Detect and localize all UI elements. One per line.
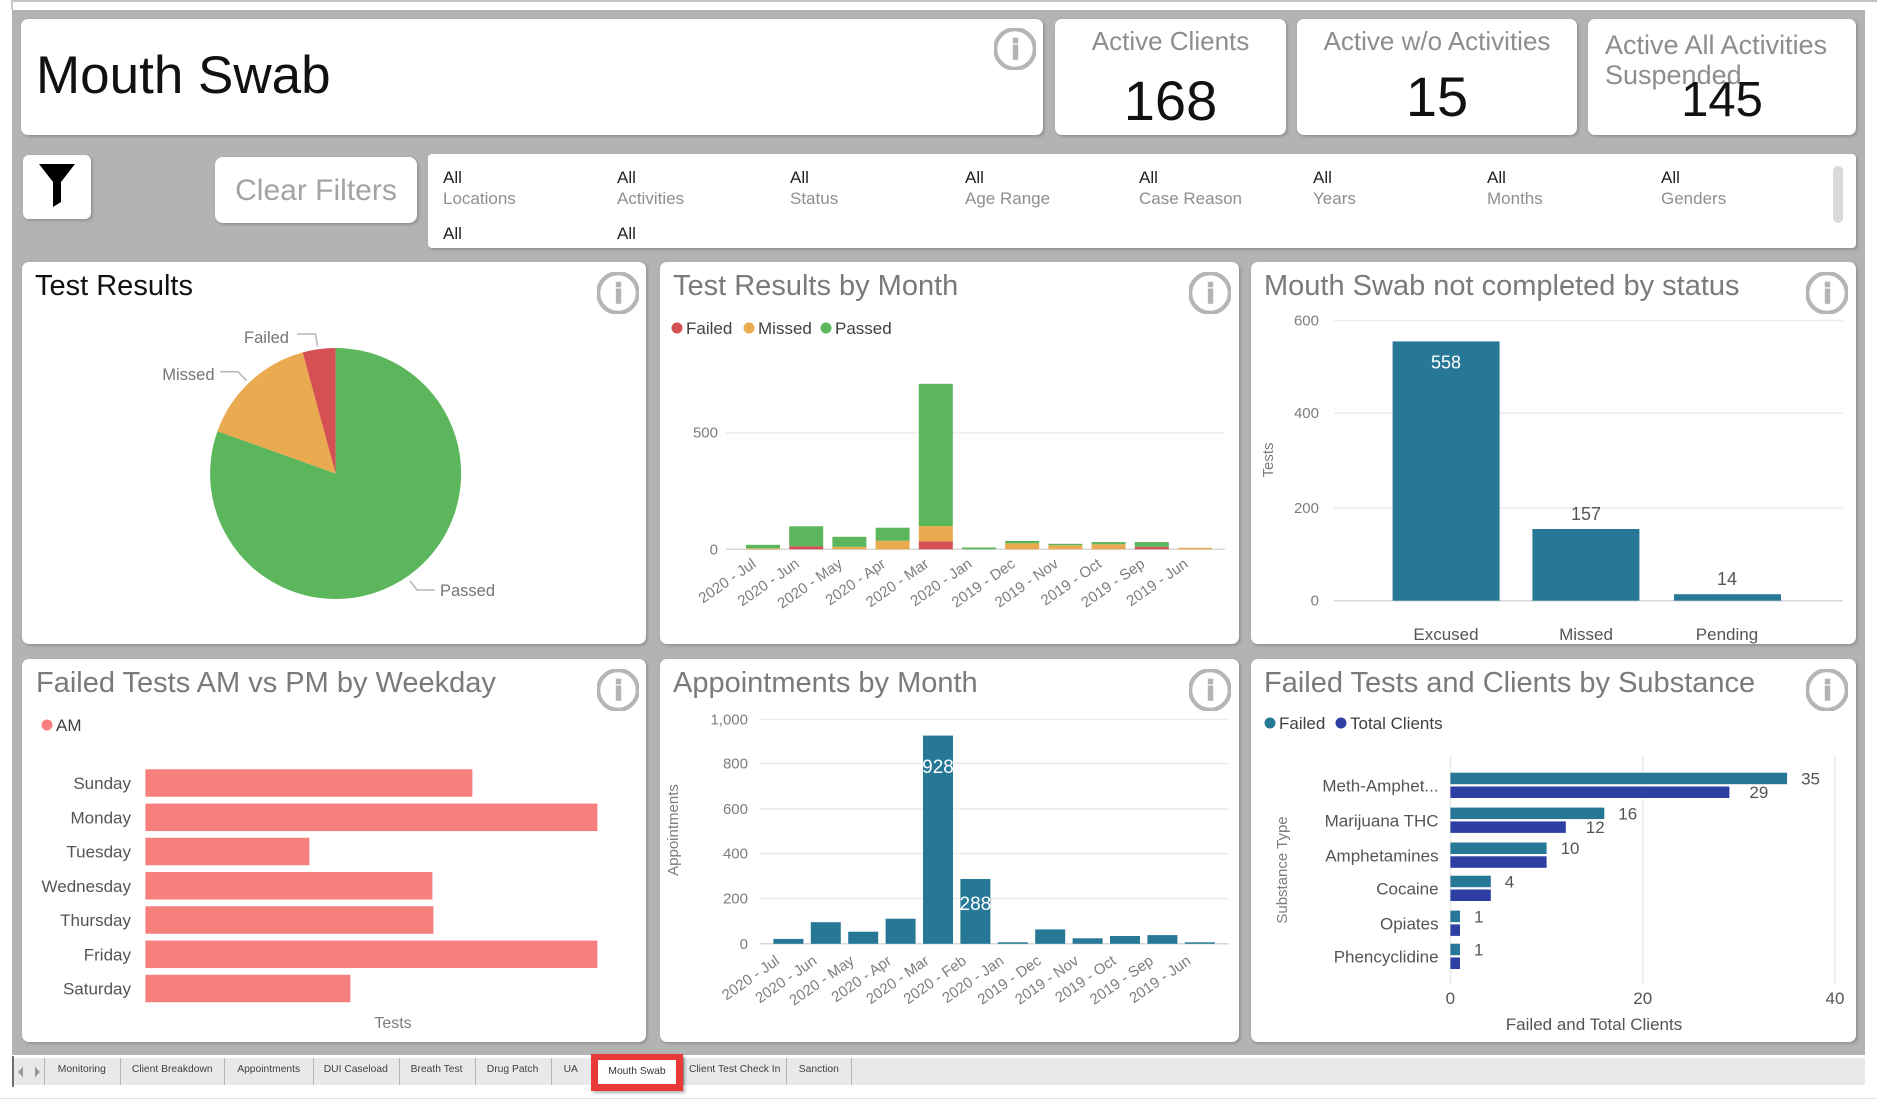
svg-text:Monday: Monday [71,808,132,827]
svg-text:Amphetamines: Amphetamines [1325,846,1438,865]
svg-text:400: 400 [723,846,748,863]
svg-text:600: 600 [1294,313,1319,330]
svg-text:Missed: Missed [758,319,812,338]
svg-text:800: 800 [723,756,748,773]
svg-text:1: 1 [1474,941,1483,960]
svg-text:Saturday: Saturday [63,980,132,999]
svg-text:35: 35 [1801,769,1820,788]
svg-text:4: 4 [1505,872,1514,891]
svg-text:Tests: Tests [1260,442,1277,477]
svg-text:Wednesday: Wednesday [42,877,132,896]
svg-text:Failed: Failed [244,329,289,347]
svg-text:Excused: Excused [1413,625,1478,644]
svg-text:1,000: 1,000 [710,711,748,728]
svg-text:Phencyclidine: Phencyclidine [1334,948,1439,967]
svg-text:Passed: Passed [835,319,892,338]
svg-text:288: 288 [960,894,992,915]
svg-text:AM: AM [56,716,82,735]
svg-text:Tests: Tests [374,1015,411,1032]
svg-text:14: 14 [1717,569,1737,589]
svg-text:200: 200 [1294,500,1319,517]
svg-text:Opiates: Opiates [1380,915,1439,934]
svg-text:10: 10 [1561,839,1580,858]
svg-text:Failed: Failed [1279,714,1325,733]
svg-text:Thursday: Thursday [60,911,131,930]
svg-text:Appointments: Appointments [665,784,682,876]
svg-text:Missed: Missed [1559,625,1613,644]
svg-text:Total Clients: Total Clients [1350,714,1443,733]
svg-text:Passed: Passed [440,582,495,600]
svg-text:Substance Type: Substance Type [1274,816,1291,923]
svg-text:Tuesday: Tuesday [66,843,131,862]
svg-text:16: 16 [1618,804,1637,823]
svg-text:Meth-Amphet...: Meth-Amphet... [1322,777,1438,796]
svg-text:500: 500 [693,425,718,442]
svg-text:928: 928 [922,757,954,778]
svg-text:200: 200 [723,891,748,908]
svg-text:Failed and Total Clients: Failed and Total Clients [1506,1015,1682,1034]
svg-text:600: 600 [723,801,748,818]
svg-text:20: 20 [1633,989,1652,1008]
svg-text:0: 0 [1311,593,1319,610]
svg-text:558: 558 [1431,352,1461,372]
svg-text:Sunday: Sunday [73,774,131,793]
svg-text:0: 0 [710,541,718,558]
svg-text:29: 29 [1749,783,1768,802]
svg-text:Friday: Friday [84,945,132,964]
svg-text:0: 0 [1446,989,1455,1008]
svg-text:0: 0 [740,936,748,953]
svg-text:Marijuana THC: Marijuana THC [1325,812,1439,831]
svg-text:12: 12 [1586,818,1605,837]
svg-text:1: 1 [1474,907,1483,926]
svg-text:Pending: Pending [1696,625,1758,644]
svg-text:400: 400 [1294,405,1319,422]
svg-text:Cocaine: Cocaine [1376,880,1438,899]
svg-text:157: 157 [1571,504,1601,524]
svg-text:Failed: Failed [686,319,732,338]
svg-text:Missed: Missed [162,366,214,384]
svg-text:40: 40 [1826,989,1845,1008]
